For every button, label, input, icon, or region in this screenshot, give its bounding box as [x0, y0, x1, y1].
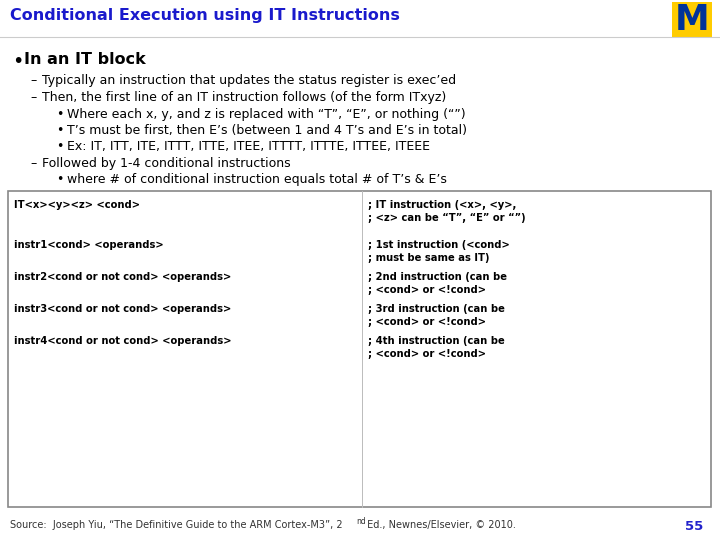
Text: ; 4th instruction (can be: ; 4th instruction (can be — [368, 336, 505, 346]
Text: ; IT instruction (<x>, <y>,: ; IT instruction (<x>, <y>, — [368, 200, 516, 210]
Text: Then, the first line of an IT instruction follows (of the form ITxyz): Then, the first line of an IT instructio… — [42, 91, 446, 104]
FancyBboxPatch shape — [0, 0, 720, 36]
Text: ; 1st instruction (<cond>: ; 1st instruction (<cond> — [368, 240, 510, 250]
FancyBboxPatch shape — [8, 191, 711, 507]
Text: M: M — [675, 3, 709, 37]
Text: nd: nd — [356, 517, 366, 526]
Text: instr2<cond or not cond> <operands>: instr2<cond or not cond> <operands> — [14, 272, 231, 282]
Text: •: • — [56, 108, 63, 121]
Text: where # of conditional instruction equals total # of T’s & E’s: where # of conditional instruction equal… — [67, 173, 447, 186]
Text: ; 3rd instruction (can be: ; 3rd instruction (can be — [368, 304, 505, 314]
Text: •: • — [12, 52, 23, 71]
Text: –: – — [30, 157, 36, 170]
Text: Source:  Joseph Yiu, “The Definitive Guide to the ARM Cortex-M3”, 2: Source: Joseph Yiu, “The Definitive Guid… — [10, 520, 343, 530]
Text: ; must be same as IT): ; must be same as IT) — [368, 253, 490, 263]
Text: In an IT block: In an IT block — [24, 52, 145, 67]
Text: instr4<cond or not cond> <operands>: instr4<cond or not cond> <operands> — [14, 336, 232, 346]
Text: 55: 55 — [685, 520, 703, 533]
Text: Ed., Newnes/Elsevier, © 2010.: Ed., Newnes/Elsevier, © 2010. — [364, 520, 516, 530]
Text: Followed by 1-4 conditional instructions: Followed by 1-4 conditional instructions — [42, 157, 291, 170]
Text: Ex: IT, ITT, ITE, ITTT, ITTE, ITEE, ITTTT, ITTTE, ITTEE, ITEEE: Ex: IT, ITT, ITE, ITTT, ITTE, ITEE, ITTT… — [67, 140, 430, 153]
Text: T’s must be first, then E’s (between 1 and 4 T’s and E’s in total): T’s must be first, then E’s (between 1 a… — [67, 124, 467, 137]
FancyBboxPatch shape — [672, 2, 712, 37]
Text: instr3<cond or not cond> <operands>: instr3<cond or not cond> <operands> — [14, 304, 231, 314]
Text: •: • — [56, 124, 63, 137]
Text: IT<x><y><z> <cond>: IT<x><y><z> <cond> — [14, 200, 140, 210]
Text: •: • — [56, 140, 63, 153]
Text: •: • — [56, 173, 63, 186]
Text: ; <cond> or <!cond>: ; <cond> or <!cond> — [368, 349, 486, 359]
Text: instr1<cond> <operands>: instr1<cond> <operands> — [14, 240, 163, 250]
Text: Typically an instruction that updates the status register is exec’ed: Typically an instruction that updates th… — [42, 74, 456, 87]
Text: Where each x, y, and z is replaced with “T”, “E”, or nothing (“”): Where each x, y, and z is replaced with … — [67, 108, 466, 121]
Text: ; <cond> or <!cond>: ; <cond> or <!cond> — [368, 317, 486, 327]
Text: –: – — [30, 91, 36, 104]
Text: –: – — [30, 74, 36, 87]
Text: ; 2nd instruction (can be: ; 2nd instruction (can be — [368, 272, 507, 282]
Text: ; <cond> or <!cond>: ; <cond> or <!cond> — [368, 285, 486, 295]
Text: ; <z> can be “T”, “E” or “”): ; <z> can be “T”, “E” or “”) — [368, 213, 526, 223]
Text: Conditional Execution using IT Instructions: Conditional Execution using IT Instructi… — [10, 8, 400, 23]
